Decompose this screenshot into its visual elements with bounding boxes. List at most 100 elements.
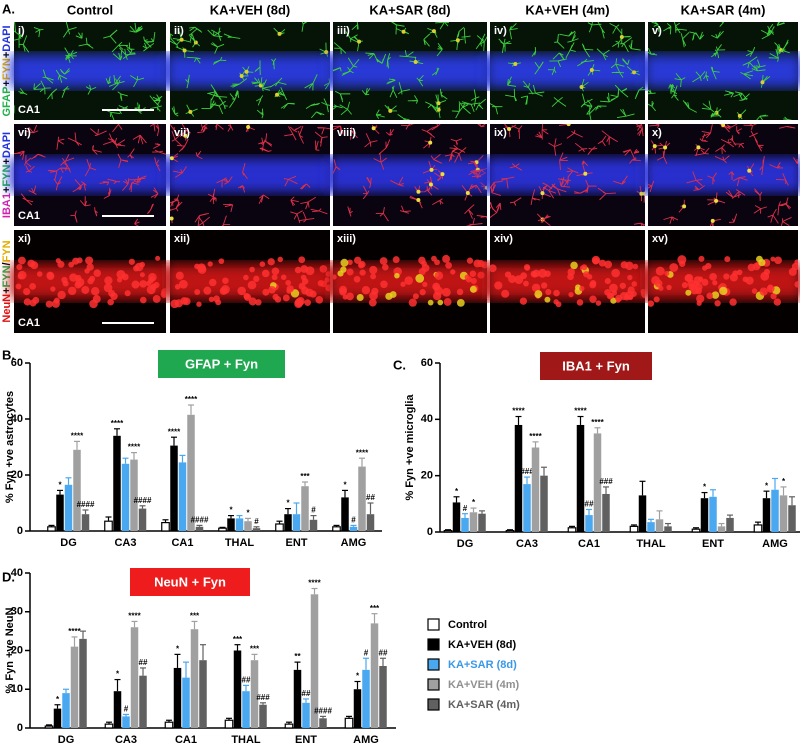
bar bbox=[104, 723, 114, 729]
process bbox=[170, 208, 171, 211]
process bbox=[28, 165, 35, 172]
process bbox=[686, 179, 697, 184]
process bbox=[511, 163, 516, 167]
bar bbox=[275, 523, 284, 532]
process bbox=[197, 222, 204, 226]
process bbox=[347, 206, 351, 214]
neuron bbox=[773, 298, 782, 306]
process bbox=[542, 182, 548, 186]
bar bbox=[540, 475, 548, 532]
process bbox=[681, 77, 686, 81]
process bbox=[261, 144, 264, 152]
process bbox=[743, 73, 751, 80]
bar bbox=[358, 466, 366, 531]
process bbox=[710, 124, 713, 134]
coloc bbox=[357, 39, 362, 44]
process bbox=[680, 79, 682, 88]
process bbox=[112, 84, 119, 91]
process bbox=[134, 22, 137, 33]
process bbox=[382, 213, 389, 222]
cells bbox=[648, 22, 793, 120]
process bbox=[75, 141, 82, 146]
process bbox=[513, 201, 517, 206]
process bbox=[242, 172, 246, 176]
process bbox=[194, 215, 200, 223]
process bbox=[22, 44, 26, 52]
process bbox=[663, 156, 668, 165]
process bbox=[333, 125, 341, 131]
bar bbox=[138, 508, 147, 531]
neuron bbox=[611, 268, 620, 278]
neuron bbox=[538, 268, 547, 278]
neuron bbox=[285, 279, 291, 286]
process bbox=[477, 172, 487, 178]
coloc bbox=[436, 107, 441, 112]
process bbox=[117, 91, 122, 95]
process bbox=[714, 49, 718, 53]
neuron bbox=[36, 271, 43, 277]
process bbox=[353, 65, 358, 68]
x-tick-label: DG bbox=[457, 538, 474, 550]
x-tick-label: CA1 bbox=[171, 537, 193, 549]
process bbox=[260, 95, 264, 99]
bar bbox=[170, 445, 178, 531]
process bbox=[86, 159, 91, 168]
process bbox=[754, 139, 759, 146]
cell-band bbox=[644, 157, 800, 193]
neuron bbox=[604, 260, 613, 269]
process bbox=[80, 181, 85, 184]
coloc bbox=[324, 50, 329, 55]
bar bbox=[187, 414, 195, 531]
error-bar bbox=[228, 514, 234, 519]
process bbox=[112, 124, 119, 133]
micrograph bbox=[10, 124, 170, 226]
process bbox=[414, 95, 419, 101]
neuron bbox=[57, 290, 66, 300]
neuron bbox=[392, 256, 400, 264]
process bbox=[739, 176, 746, 178]
process bbox=[654, 22, 659, 25]
coloc bbox=[540, 191, 545, 196]
process bbox=[265, 133, 268, 142]
process bbox=[174, 172, 183, 178]
neuron bbox=[333, 274, 337, 280]
process bbox=[439, 198, 443, 201]
y-axis-title: % Fyn +ve astrocytes bbox=[4, 391, 16, 503]
process bbox=[523, 85, 529, 89]
neuron bbox=[632, 263, 639, 270]
error-bar bbox=[46, 724, 52, 727]
process bbox=[139, 135, 144, 145]
process bbox=[557, 100, 567, 107]
process bbox=[567, 167, 574, 172]
process bbox=[439, 88, 442, 95]
process bbox=[700, 149, 705, 154]
bar bbox=[370, 623, 379, 728]
coloc bbox=[275, 92, 280, 97]
process bbox=[762, 156, 765, 166]
process bbox=[170, 32, 171, 35]
neuron bbox=[243, 274, 249, 281]
process bbox=[79, 200, 86, 207]
coloc bbox=[440, 172, 445, 177]
error-bar bbox=[515, 415, 522, 425]
x-tick-label: CA3 bbox=[114, 537, 136, 549]
process bbox=[185, 129, 191, 134]
process bbox=[490, 186, 493, 193]
process bbox=[505, 94, 515, 98]
legend-swatch bbox=[427, 658, 440, 671]
process bbox=[749, 52, 753, 57]
process bbox=[732, 140, 737, 146]
process bbox=[653, 24, 659, 27]
process bbox=[569, 44, 573, 51]
neuron bbox=[437, 299, 444, 306]
process bbox=[84, 200, 87, 207]
neuron bbox=[732, 270, 739, 277]
process bbox=[174, 133, 182, 140]
process bbox=[288, 175, 297, 180]
neuron bbox=[253, 275, 260, 283]
process bbox=[227, 126, 232, 132]
process bbox=[133, 79, 138, 88]
error-bar bbox=[665, 522, 671, 527]
error-bar bbox=[74, 440, 80, 450]
coloc bbox=[371, 126, 376, 131]
